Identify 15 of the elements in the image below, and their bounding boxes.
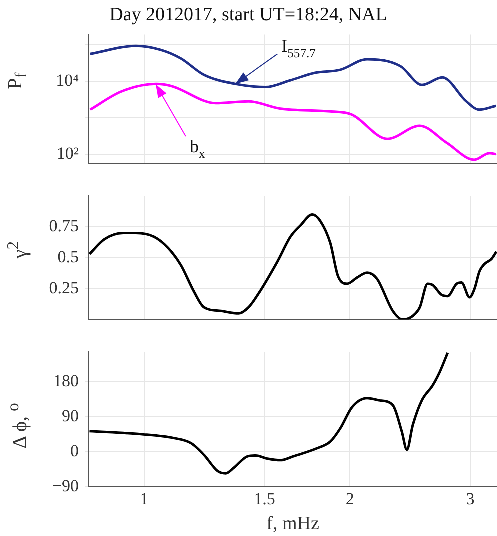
y-tick-label: −90 [52,476,79,496]
y-tick-label: 90 [62,406,79,426]
x-axis-title: f, mHz [266,514,320,535]
y-tick-label: 0.5 [58,247,79,266]
y-tick-label: 0 [70,441,79,460]
x-tick-label: 3 [466,489,475,508]
y-tick-label: 10² [56,144,79,163]
x-tick-label: 1 [140,489,149,508]
y-tick-label: 0.25 [49,278,79,298]
y-tick-label: 180 [54,372,79,391]
chart-title: Day 2012017, start UT=18:24, NAL [110,4,388,26]
x-tick-label: 2 [346,489,354,508]
y-tick-label: 0.75 [49,216,79,236]
y-tick-label: 10⁴ [56,70,80,90]
x-tick-label: 1.5 [254,489,276,508]
